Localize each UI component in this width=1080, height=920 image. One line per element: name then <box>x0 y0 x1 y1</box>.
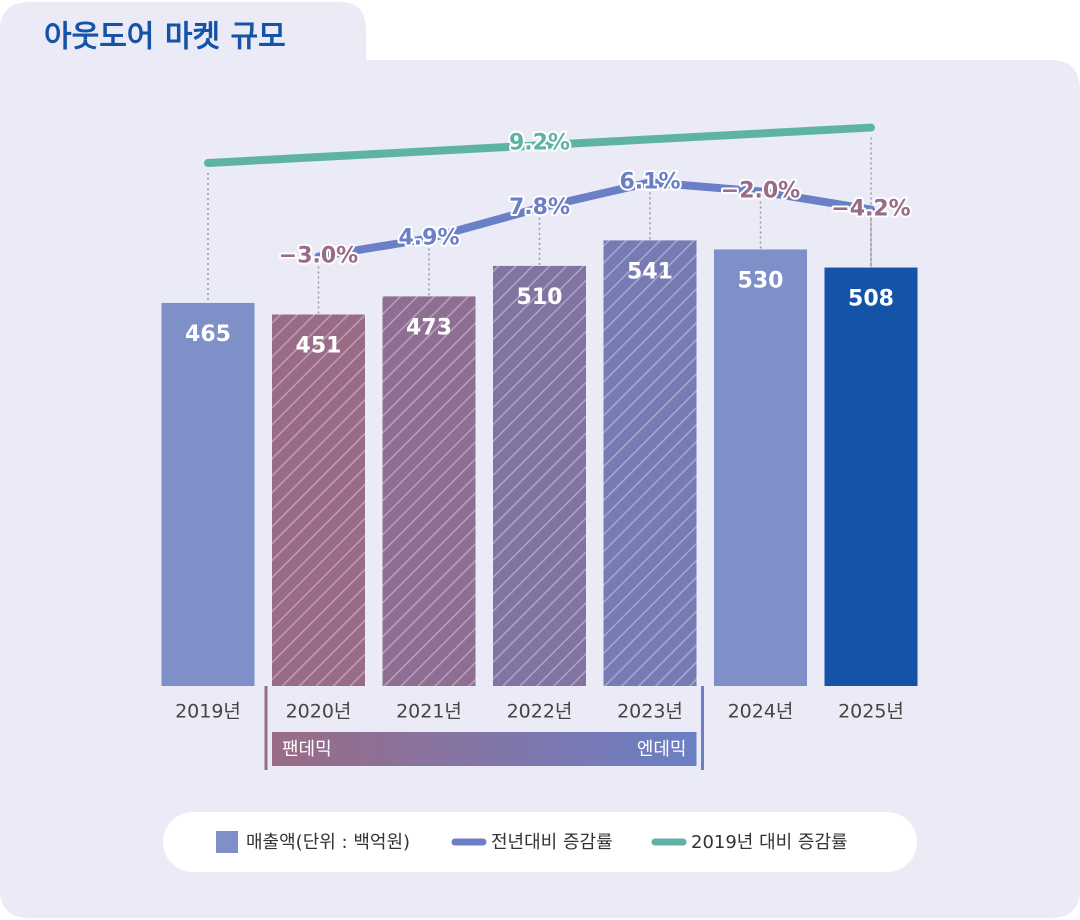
x-tick-label: 2019년 <box>175 701 241 723</box>
bar-value-label: 510 <box>517 285 563 310</box>
bar-value-label: 465 <box>185 322 231 347</box>
legend <box>163 812 917 872</box>
line-value-label: 9.2% <box>509 130 570 155</box>
bar-value-label: 541 <box>627 259 673 284</box>
bar-hatch <box>272 314 365 686</box>
x-tick-label: 2022년 <box>507 701 573 723</box>
x-tick-label: 2021년 <box>396 701 462 723</box>
period-start: 팬데믹 <box>282 739 332 760</box>
bar-hatch <box>603 240 697 686</box>
legend-swatch <box>216 831 238 853</box>
bar-value-label: 451 <box>296 334 342 359</box>
bar-value-label: 508 <box>848 287 894 312</box>
bar <box>161 302 255 686</box>
bar <box>714 249 807 686</box>
bar-hatch <box>493 265 586 686</box>
legend-label: 매출액(단위 : 백억원) <box>246 832 410 853</box>
line <box>314 178 875 261</box>
chart-title: 아웃도어 마켓 규모 <box>44 20 286 55</box>
line <box>204 123 875 167</box>
line-value-label: 6.1% <box>619 169 680 194</box>
x-tick-label: 2025년 <box>838 701 904 723</box>
line-value-label: 7.8% <box>509 195 570 220</box>
bar <box>824 267 918 686</box>
x-tick-label: 2020년 <box>286 701 352 723</box>
x-tick-label: 2023년 <box>617 701 683 723</box>
bar-hatch <box>382 296 476 686</box>
period-end: 엔데믹 <box>637 739 687 760</box>
legend-label: 2019년 대비 증감률 <box>691 832 848 853</box>
line-value-label: −3.0% <box>279 244 358 269</box>
line-value-label: 4.9% <box>398 225 459 250</box>
legend-label: 전년대비 증감률 <box>491 832 613 853</box>
bar-value-label: 473 <box>406 315 452 340</box>
period-band <box>272 732 697 766</box>
x-tick-label: 2024년 <box>728 701 794 723</box>
bar-value-label: 530 <box>738 268 784 293</box>
line-value-label: −2.0% <box>721 178 800 203</box>
